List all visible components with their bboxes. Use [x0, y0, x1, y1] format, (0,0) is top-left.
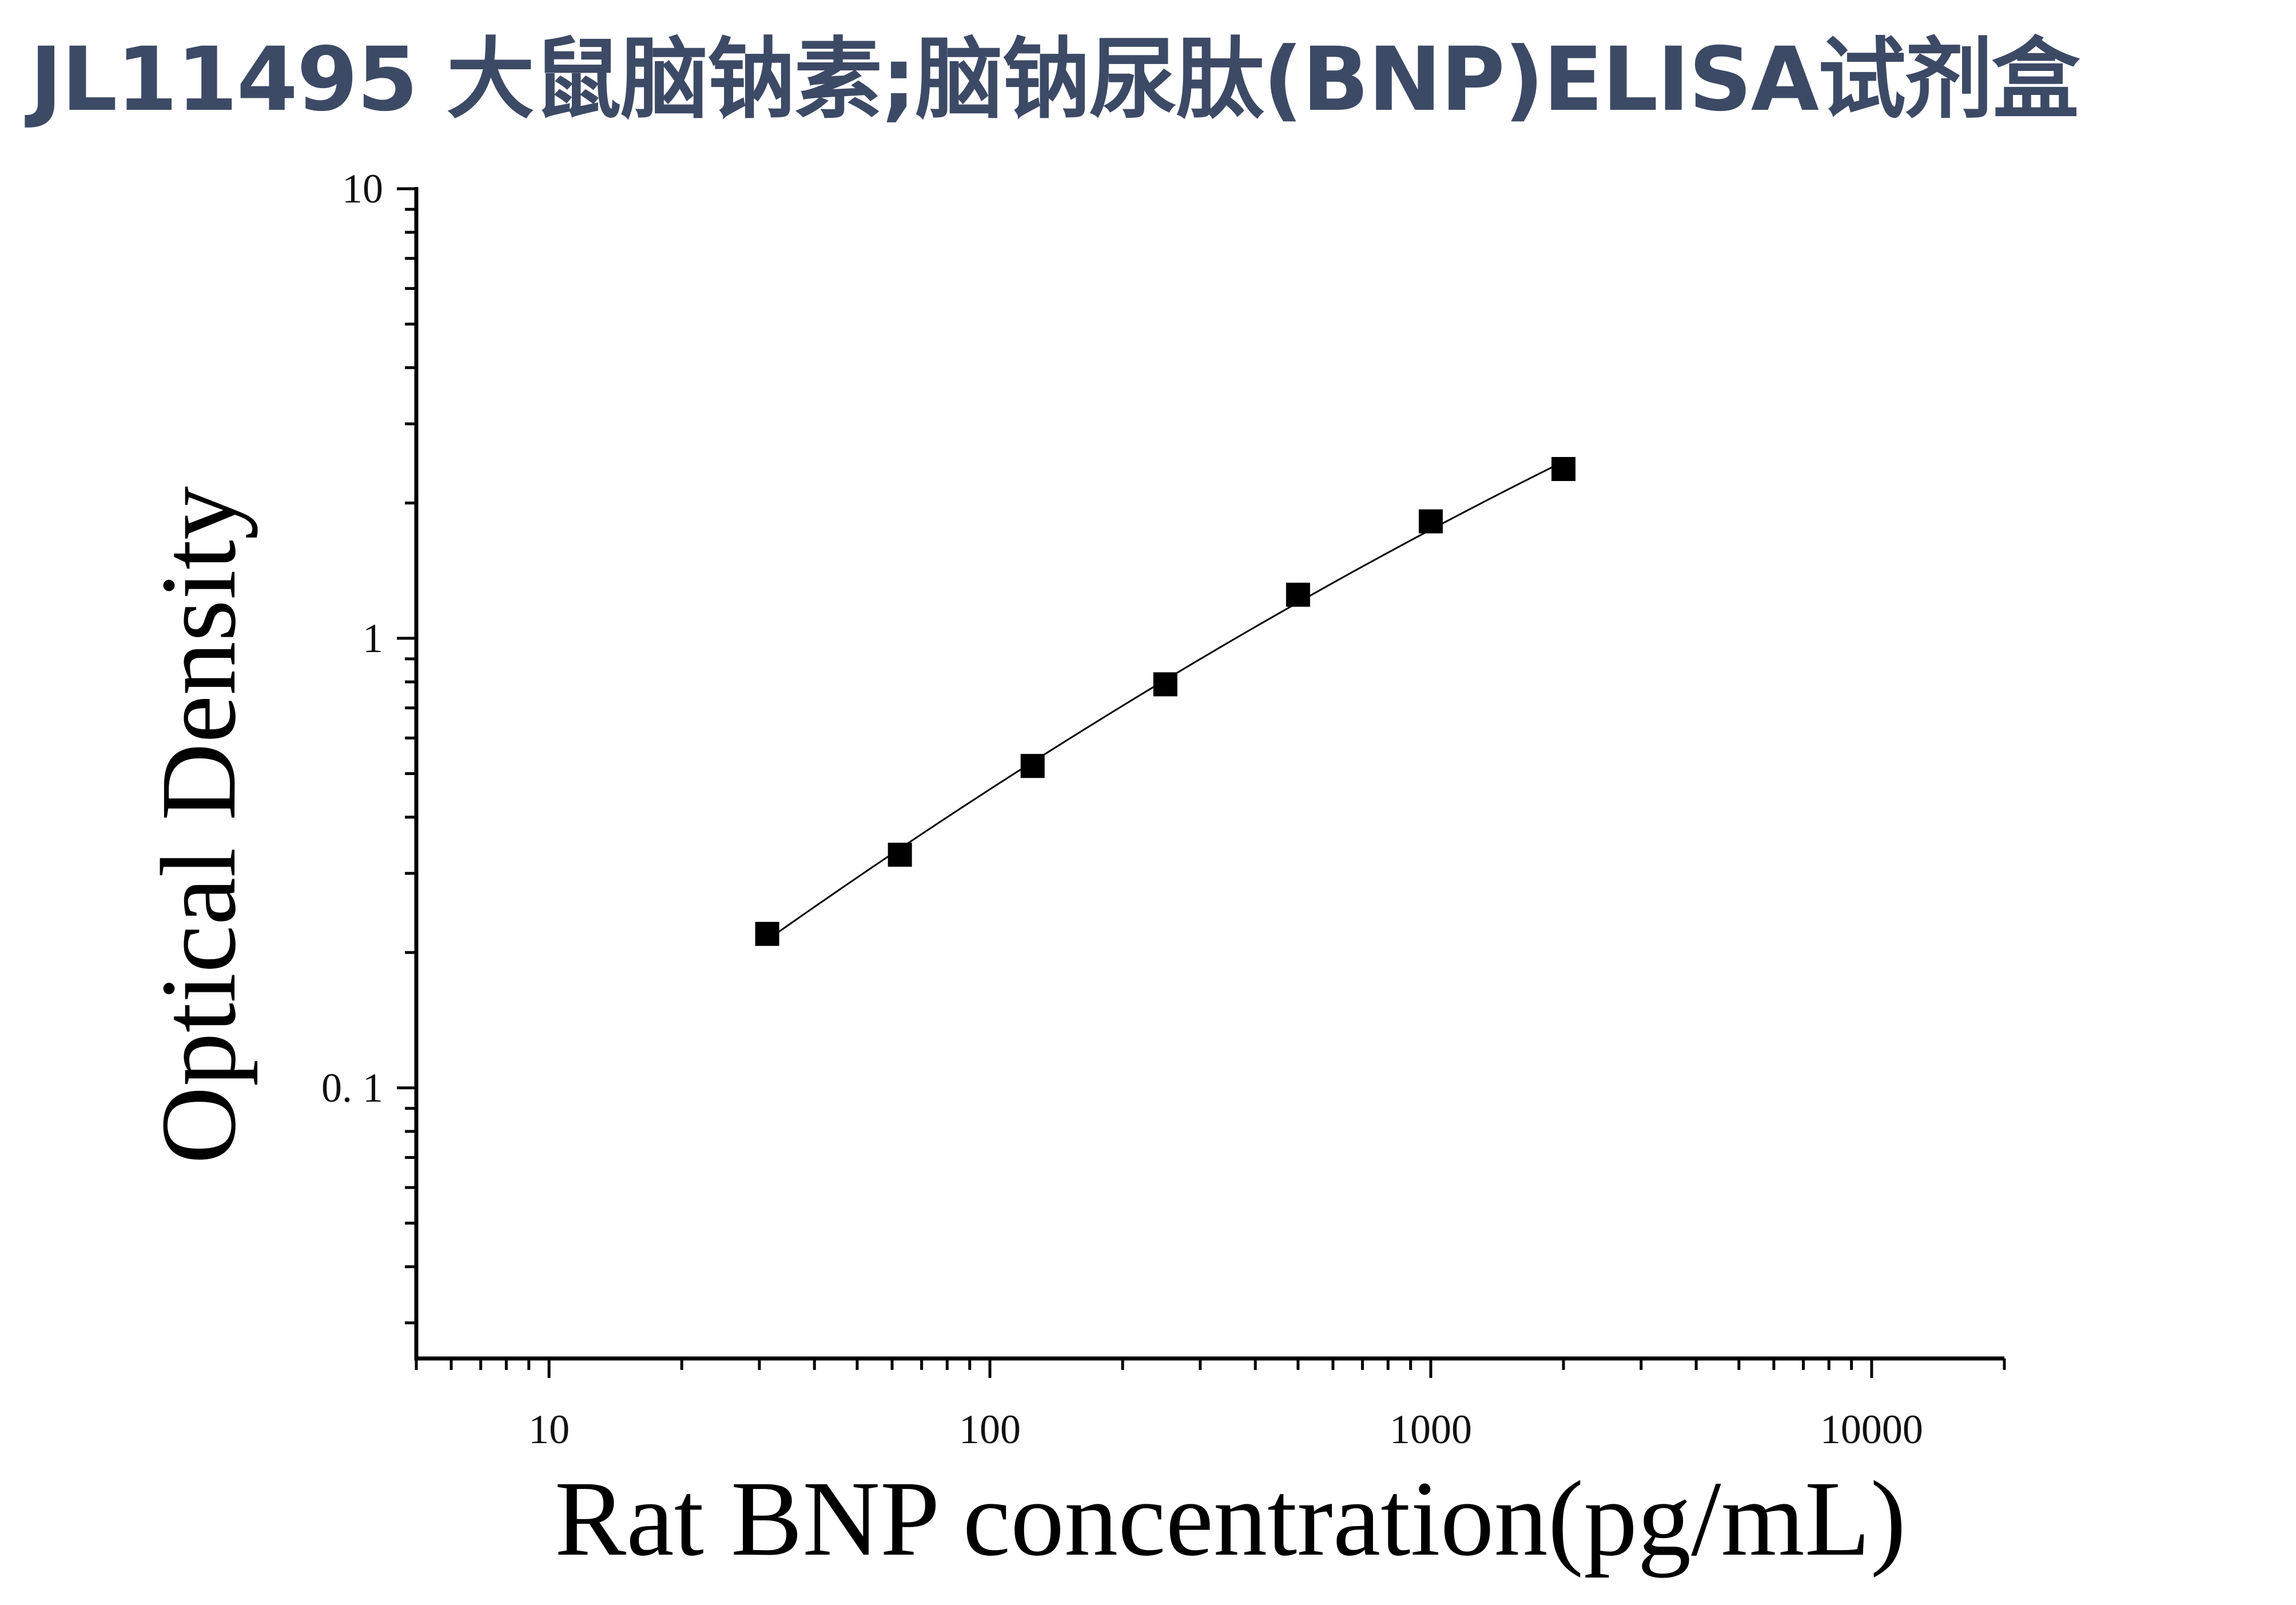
y-tick-label: 0. 1 — [321, 1065, 383, 1111]
y-tick-label: 10 — [342, 166, 383, 212]
chart-labels: 10 100 1000 10000 0. 1 1 10 Rat BNP concentrati… — [138, 166, 1923, 1578]
y-axis-title: Optical Density — [138, 486, 258, 1164]
fit-curve-group — [766, 460, 1564, 941]
page-title: JL11495 大鼠脑钠素;脑钠尿肽(BNP)ELISA试剂盒 — [30, 29, 2080, 131]
data-point-marker — [1153, 672, 1177, 697]
x-tick-label: 10 — [528, 1407, 570, 1452]
x-tick-label: 100 — [959, 1407, 1021, 1452]
y-tick-label: 1 — [363, 615, 383, 661]
data-point-marker — [1020, 754, 1045, 778]
fit-curve — [766, 460, 1564, 941]
x-axis-title: Rat BNP concentration(pg/mL) — [555, 1459, 1906, 1578]
data-point-marker — [755, 921, 779, 946]
data-point-marker — [1286, 582, 1310, 607]
data-point-marker — [1551, 456, 1576, 481]
x-tick-label: 1000 — [1390, 1407, 1472, 1452]
chart-axes — [397, 187, 2006, 1378]
data-markers — [755, 456, 1576, 946]
data-point-marker — [1418, 509, 1443, 534]
x-tick-label: 10000 — [1820, 1407, 1923, 1452]
data-point-marker — [888, 843, 912, 867]
